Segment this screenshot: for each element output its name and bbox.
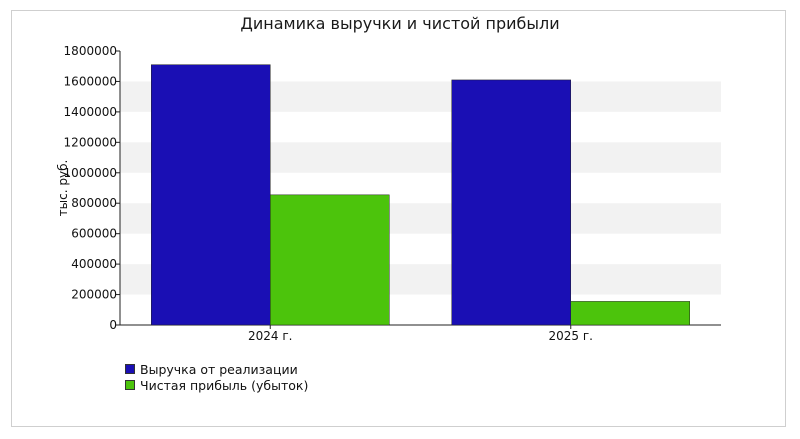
y-tick-label: 1600000 (64, 74, 117, 88)
legend-label-net-profit: Чистая прибыль (убыток) (140, 377, 309, 393)
legend-label-revenue: Выручка от реализации (140, 361, 298, 377)
x-tick-label: 2025 г. (549, 329, 593, 343)
legend: Выручка от реализации Чистая прибыль (уб… (125, 361, 308, 393)
y-tick-label: 1400000 (64, 105, 117, 119)
legend-item-net-profit: Чистая прибыль (убыток) (125, 377, 308, 393)
bar (151, 64, 271, 326)
bar (270, 194, 390, 326)
y-tick-label: 0 (109, 318, 117, 332)
x-tick-label: 2024 г. (248, 329, 292, 343)
y-tick-label: 200000 (71, 288, 117, 302)
legend-item-revenue: Выручка от реализации (125, 361, 308, 377)
y-axis-label: тыс. руб. (56, 160, 70, 217)
y-tick-label: 1200000 (64, 135, 117, 149)
legend-swatch-revenue (125, 364, 135, 374)
y-tick-label: 600000 (71, 227, 117, 241)
legend-swatch-net-profit (125, 380, 135, 390)
y-tick-label: 800000 (71, 196, 117, 210)
bar (570, 301, 690, 326)
bar (451, 79, 571, 326)
y-tick-label: 400000 (71, 257, 117, 271)
y-tick-label: 1800000 (64, 44, 117, 58)
chart-title: Динамика выручки и чистой прибыли (240, 14, 560, 33)
y-tick-label: 1000000 (64, 166, 117, 180)
